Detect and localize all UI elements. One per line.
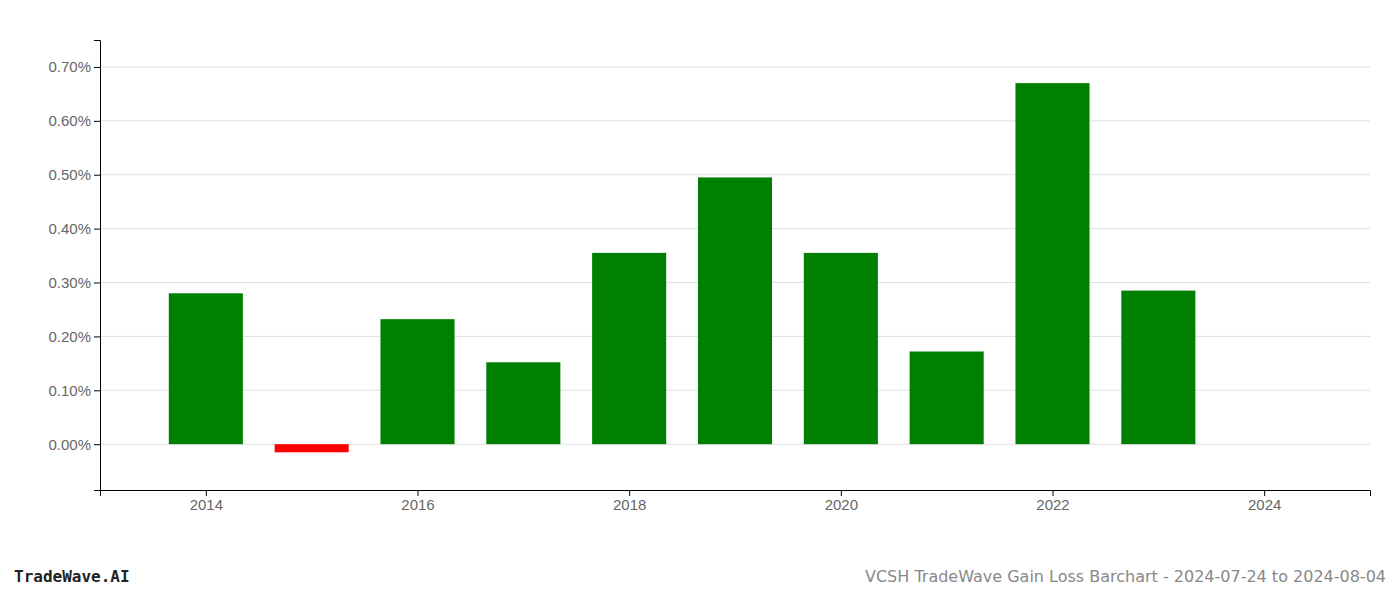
x-tick: 2016 (401, 490, 434, 513)
y-tick-label: 0.40% (48, 220, 91, 237)
y-tick: 0.30% (48, 274, 100, 291)
plot-area: 2014201620182020202220240.00%0.10%0.20%0… (48, 41, 1370, 513)
y-tick-mark (94, 175, 100, 176)
x-tick-label: 2018 (613, 496, 646, 513)
y-tick-label: 0.20% (48, 328, 91, 345)
bar (486, 362, 560, 444)
y-tick-label: 0.00% (48, 435, 91, 452)
y-tick-mark (94, 444, 100, 445)
grid (100, 67, 1370, 444)
footer-left: TradeWave.AI (14, 567, 130, 586)
y-tick: 0.70% (48, 58, 100, 75)
x-axis-line (101, 491, 1371, 497)
y-axis-line (94, 41, 101, 491)
bar (1121, 291, 1195, 445)
x-tick-label: 2024 (1248, 496, 1281, 513)
x-tick-label: 2014 (190, 496, 223, 513)
bar (804, 253, 878, 444)
bar (592, 253, 666, 444)
y-axis: 0.00% 0.10% 0.20% 0.30% 0.40% 0.50% 0.60% 0.70% (48, 41, 100, 491)
y-tick-mark (94, 121, 100, 122)
y-tick: 0.00% (48, 435, 100, 452)
y-tick-label: 0.10% (48, 382, 91, 399)
x-tick: 2018 (613, 490, 646, 513)
y-tick-mark (94, 336, 100, 337)
x-axis: 2014 2016 2018 2020 2022 2024 (101, 490, 1371, 513)
grid-line (100, 66, 1370, 67)
bar (275, 444, 349, 452)
y-tick-mark (94, 390, 100, 391)
bar (1015, 83, 1089, 444)
bars (169, 83, 1196, 452)
x-tick: 2022 (1036, 490, 1069, 513)
grid-line (100, 120, 1370, 121)
bar (698, 177, 772, 444)
chart: 2014201620182020202220240.00%0.10%0.20%0… (0, 0, 1400, 600)
x-tick-label: 2020 (825, 496, 858, 513)
y-tick-label: 0.30% (48, 274, 91, 291)
y-tick-mark (94, 283, 100, 284)
x-tick: 2014 (190, 490, 223, 513)
grid-line (100, 174, 1370, 175)
y-tick: 0.50% (48, 166, 100, 183)
y-tick: 0.60% (48, 112, 100, 129)
y-tick: 0.10% (48, 382, 100, 399)
y-tick-label: 0.70% (48, 58, 91, 75)
y-tick: 0.40% (48, 220, 100, 237)
x-tick-label: 2016 (401, 496, 434, 513)
x-tick: 2020 (825, 490, 858, 513)
y-tick-label: 0.50% (48, 166, 91, 183)
bar (910, 351, 984, 444)
y-tick-mark (94, 67, 100, 68)
y-tick: 0.20% (48, 328, 100, 345)
x-tick-label: 2022 (1036, 496, 1069, 513)
page: {"chart_data": {"type": "bar", "x": [201… (0, 0, 1400, 600)
x-tick: 2024 (1248, 490, 1281, 513)
bar (380, 319, 454, 444)
y-tick-mark (94, 229, 100, 230)
y-tick-label: 0.60% (48, 112, 91, 129)
bar (169, 293, 243, 444)
footer-right: VCSH TradeWave Gain Loss Barchart - 2024… (865, 567, 1386, 586)
